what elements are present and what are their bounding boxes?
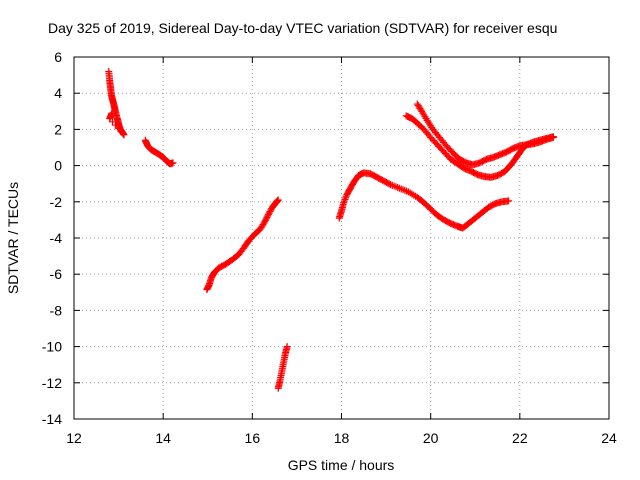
data-point [341,195,349,203]
x-tick-label: 16 [245,430,261,446]
series-arc-7 [413,100,557,169]
x-tick-label: 12 [66,430,82,446]
x-tick-label: 24 [601,430,617,446]
x-tick-label: 22 [512,430,528,446]
data-point [385,180,393,188]
data-point [549,134,557,142]
chart-title: Day 325 of 2019, Sidereal Day-to-day VTE… [48,20,557,36]
data-point [505,197,513,205]
series-arc-1 [105,67,128,139]
data-point [340,197,348,205]
series-arc-4 [274,343,291,392]
x-tick-label: 14 [155,430,171,446]
x-axis-title: GPS time / hours [288,457,395,473]
x-tick-label: 18 [334,430,350,446]
y-tick-label: -12 [42,375,62,391]
y-tick-label: 4 [54,85,62,101]
y-tick-label: -14 [42,411,62,427]
y-tick-label: -6 [50,266,63,282]
y-axis-title: SDTVAR / TECUs [5,182,21,294]
series-arc-5 [335,169,513,232]
data-point [283,343,291,351]
y-tick-label: -8 [50,302,63,318]
y-tick-label: -2 [50,194,63,210]
x-tick-label: 20 [423,430,439,446]
data-point [108,109,116,117]
series-arc-2 [141,136,177,168]
y-tick-label: 2 [54,121,62,137]
y-tick-label: 6 [54,49,62,65]
data-point [169,159,177,167]
axis-ticks [73,56,610,420]
data-points [105,67,557,392]
data-point [342,194,350,202]
data-point [274,196,282,204]
y-tick-label: 0 [54,158,62,174]
data-point [340,199,348,207]
y-tick-label: -4 [50,230,63,246]
y-tick-label: -10 [42,339,62,355]
x-tick-labels: 12 14 16 18 20 22 24 [66,430,617,446]
y-tick-labels: 6 4 2 0 -2 -4 -6 -8 -10 -12 -14 [42,49,62,427]
series-arc-3 [203,196,282,294]
